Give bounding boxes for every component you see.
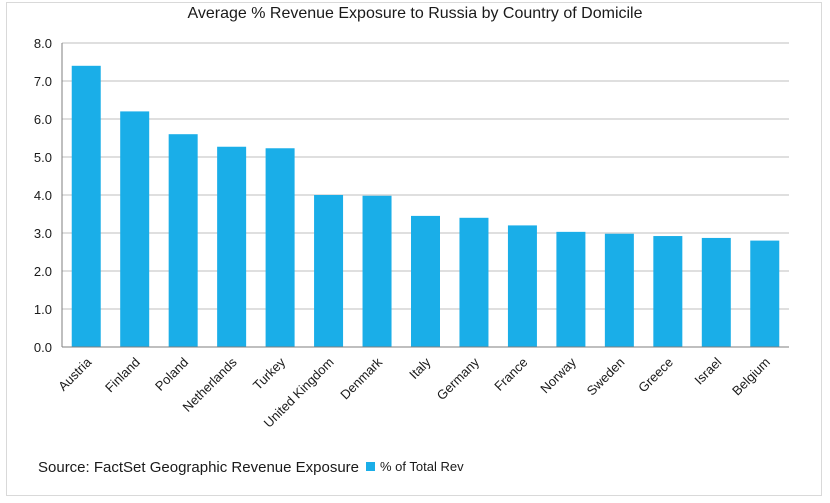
y-tick-label: 7.0: [34, 74, 52, 89]
x-tick-label: Austria: [55, 354, 95, 394]
legend-label: % of Total Rev: [380, 459, 464, 474]
bar-norway: [556, 231, 586, 347]
bar-netherlands: [217, 146, 247, 347]
x-tick-label: Denmark: [337, 354, 385, 402]
bar-turkey: [265, 148, 295, 347]
x-tick-label: Greece: [635, 355, 676, 396]
bar-sweden: [604, 233, 634, 347]
bar-germany: [459, 217, 489, 347]
bar-belgium: [750, 240, 780, 347]
bar-poland: [168, 134, 198, 347]
bar-denmark: [362, 195, 392, 347]
chart-title: Average % Revenue Exposure to Russia by …: [187, 5, 643, 22]
x-tick-label: Turkey: [250, 354, 289, 393]
x-tick-label: Poland: [152, 355, 191, 394]
y-tick-label: 3.0: [34, 226, 52, 241]
x-tick-label: Belgium: [729, 355, 773, 399]
x-tick-label: Sweden: [584, 355, 628, 399]
x-tick-label: Norway: [537, 354, 579, 396]
bar-finland: [120, 111, 150, 348]
source-note: Source: FactSet Geographic Revenue Expos…: [38, 459, 360, 476]
y-tick-label: 5.0: [34, 150, 52, 165]
bar-austria: [71, 65, 101, 348]
y-tick-label: 2.0: [34, 264, 52, 279]
y-tick-label: 1.0: [34, 302, 52, 317]
y-tick-label: 6.0: [34, 112, 52, 127]
bar-greece: [653, 236, 683, 347]
legend-swatch: [366, 462, 375, 471]
bar-israel: [701, 237, 731, 347]
x-tick-label: Israel: [691, 354, 724, 387]
x-tick-label: Finland: [102, 355, 143, 396]
bar-italy: [411, 215, 440, 347]
bar-france: [507, 225, 537, 347]
y-tick-label: 4.0: [34, 188, 52, 203]
legend: % of Total Rev: [366, 459, 464, 474]
x-tick-label: Germany: [434, 354, 483, 403]
y-tick-label: 8.0: [34, 36, 52, 51]
y-tick-label: 0.0: [34, 340, 52, 355]
x-tick-label: France: [491, 355, 530, 394]
bar-united-kingdom: [314, 195, 344, 347]
x-tick-label: Italy: [406, 354, 434, 382]
